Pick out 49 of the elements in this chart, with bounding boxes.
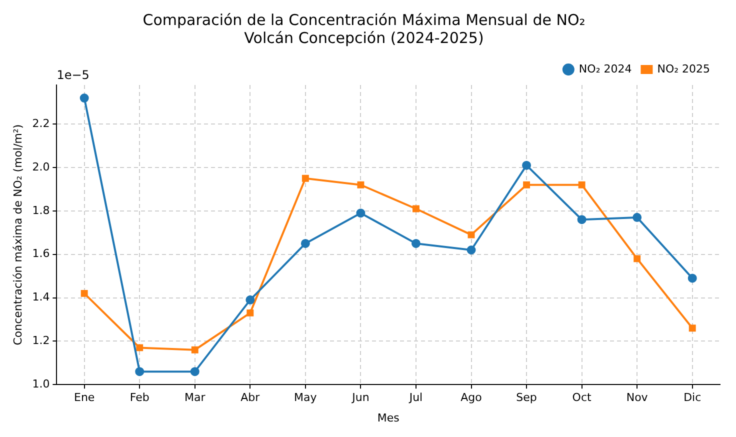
- x-tick-label: Ago: [460, 391, 482, 404]
- y-tick-label: 1.6: [32, 247, 50, 260]
- point: [466, 245, 476, 254]
- x-tick-label: Feb: [130, 391, 150, 404]
- point: [522, 160, 532, 170]
- x-tick-label: Oct: [572, 391, 592, 404]
- x-tick-label: Mar: [184, 391, 206, 404]
- point: [688, 274, 697, 283]
- point: [302, 174, 309, 182]
- x-tick-label: Dic: [684, 391, 702, 404]
- y-tick-label: 1.8: [32, 204, 50, 217]
- chart-title: Comparación de la Concentración Máxima Mensual de NO₂ Volcán Concepción (2024-2025): [142, 10, 586, 47]
- point: [632, 212, 642, 222]
- point: [246, 309, 254, 316]
- y-tick-label: 1.2: [32, 334, 50, 348]
- x-tick-label: May: [294, 391, 318, 404]
- legend-label: NO₂ 2025: [657, 62, 710, 76]
- point: [136, 344, 144, 352]
- point: [191, 346, 198, 354]
- y-axis-title: Concentración máxima de NO₂ (mol/m²): [11, 124, 24, 346]
- point: [412, 205, 420, 212]
- x-tick-label: Sep: [516, 391, 537, 404]
- point: [523, 181, 530, 188]
- point: [688, 324, 696, 332]
- x-tick-label: Jun: [351, 391, 370, 404]
- point: [190, 367, 200, 376]
- x-tick-label: Jul: [408, 391, 423, 404]
- legend-label: NO₂ 2024: [578, 62, 632, 76]
- point: [578, 181, 586, 188]
- point: [135, 367, 144, 376]
- x-axis-title: Mes: [377, 411, 400, 424]
- point: [80, 290, 88, 297]
- text: 1e−5: [56, 68, 90, 82]
- point: [80, 94, 89, 103]
- y-tick-label: 2.0: [32, 160, 50, 174]
- x-tick-label: Nov: [626, 391, 648, 404]
- point: [634, 255, 641, 262]
- point: [357, 181, 364, 188]
- point: [577, 215, 586, 224]
- point: [246, 295, 255, 304]
- y-tick-label: 1.4: [32, 290, 50, 304]
- x-tick-label: Ene: [74, 391, 95, 404]
- point: [468, 231, 475, 238]
- point: [411, 238, 420, 248]
- y-tick-label: 2.2: [32, 116, 50, 130]
- point: [300, 238, 310, 248]
- x-tick-label: Abr: [240, 391, 260, 404]
- y-tick-label: 1.0: [32, 377, 50, 390]
- point: [356, 208, 366, 218]
